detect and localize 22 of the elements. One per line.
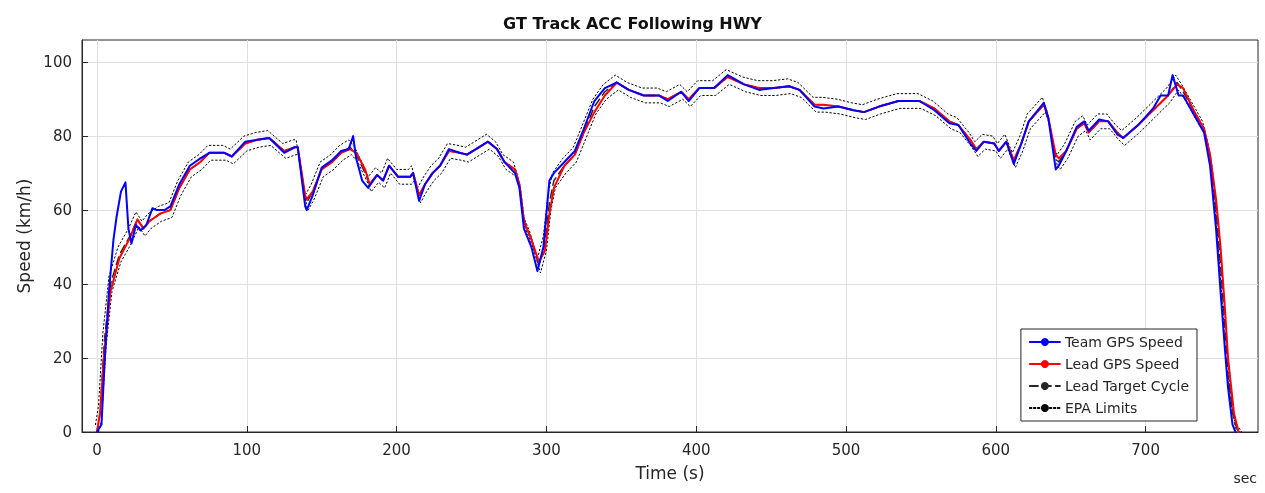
y-tick-label: 60 <box>52 201 72 220</box>
y-tick-label: 0 <box>62 423 72 441</box>
y-tick-label: 40 <box>52 275 72 294</box>
x-tick-label: 600 <box>981 440 1011 459</box>
legend-label: Lead Target Cycle <box>1064 378 1189 394</box>
y-tick-label: 80 <box>52 127 72 146</box>
x-tick-label: 700 <box>1131 440 1160 459</box>
x-tick-label: 0 <box>92 440 102 459</box>
legend-label: Team GPS Speed <box>1063 334 1183 350</box>
x-axis-title: Time (s) <box>634 462 705 483</box>
x-tick-label: 300 <box>532 440 561 459</box>
legend-label: Lead GPS Speed <box>1064 356 1180 372</box>
chart-title: GT Track ACC Following HWY <box>503 13 763 33</box>
y-tick-label: 100 <box>43 53 72 72</box>
x-tick-label: 400 <box>681 440 711 459</box>
x-tick-label: 500 <box>831 440 861 459</box>
y-tick-label: 20 <box>52 349 72 368</box>
legend-label: EPA Limits <box>1064 400 1138 416</box>
x-tick-label: 100 <box>232 440 262 459</box>
x-tick-label: 200 <box>382 440 411 459</box>
y-axis-title: Speed (km/h) <box>13 178 34 294</box>
text: sec <box>1233 470 1257 486</box>
